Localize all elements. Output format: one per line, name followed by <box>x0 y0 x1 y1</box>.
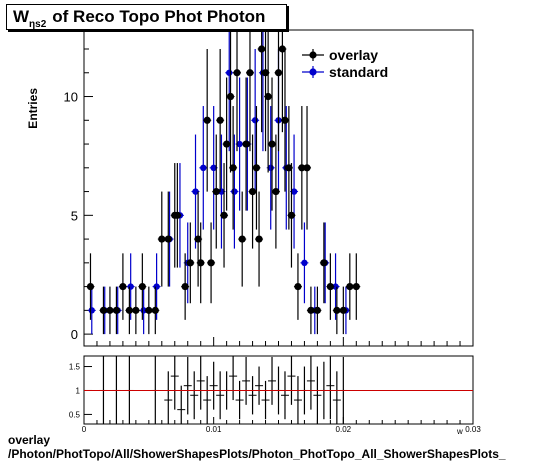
data-point <box>290 188 298 195</box>
data-point <box>200 164 207 172</box>
data-point <box>132 306 140 314</box>
data-point <box>339 306 347 314</box>
legend-label: overlay <box>329 47 378 63</box>
data-point <box>88 307 95 314</box>
data-point <box>112 306 121 314</box>
data-point <box>233 69 241 77</box>
y-tick-label: 5 <box>71 208 78 223</box>
data-point <box>173 211 181 219</box>
data-point <box>287 211 296 219</box>
data-point <box>294 283 302 291</box>
data-point <box>216 116 224 124</box>
data-point <box>320 259 328 267</box>
ratio-x-tick-label: 0.02 <box>336 425 352 434</box>
data-point <box>285 164 293 172</box>
data-point <box>207 259 215 267</box>
data-point <box>153 283 160 290</box>
data-point <box>298 164 306 172</box>
data-point <box>203 116 211 124</box>
data-point <box>333 306 341 314</box>
ratio-plot: 0.5 1 1.5 0 0.01 0.02 0.03 <box>69 356 481 434</box>
legend-marker <box>309 68 317 76</box>
data-point <box>223 140 231 148</box>
data-point <box>264 92 272 101</box>
data-point <box>119 283 127 291</box>
ratio-y-tick-label: 1.5 <box>69 363 81 372</box>
data-point <box>236 140 243 148</box>
data-point <box>301 259 308 267</box>
ratio-y-tick-label: 1 <box>76 386 81 395</box>
data-point <box>272 187 280 196</box>
data-point <box>212 187 220 196</box>
y-tick-label: 0 <box>71 327 78 342</box>
data-point <box>278 45 286 53</box>
title-subscript: ηs2 <box>29 19 47 30</box>
data-point <box>307 306 315 314</box>
data-point <box>226 69 233 76</box>
data-point <box>313 306 321 314</box>
data-point <box>86 283 95 291</box>
data-point <box>251 117 259 124</box>
data-point <box>281 116 289 124</box>
data-point <box>164 235 172 243</box>
data-point <box>192 188 199 195</box>
data-point <box>226 92 235 101</box>
data-point <box>274 69 283 77</box>
data-point <box>125 306 133 314</box>
data-point <box>261 69 270 77</box>
ratio-y-tick-label: 0.5 <box>69 410 81 419</box>
footer-line-2: /Photon/PhotTopo/All/ShowerShapesPlots/P… <box>8 447 506 461</box>
data-point <box>238 235 246 243</box>
plot-title: Wηs2 of Reco Topo Phot Photon <box>13 7 266 30</box>
data-point <box>231 188 238 195</box>
data-point <box>158 235 166 243</box>
data-point <box>99 306 108 314</box>
plot-title-box: Wηs2 of Reco Topo Phot Photon <box>6 4 287 30</box>
title-text: of Reco Topo Phot Photon <box>52 7 266 26</box>
main-plot: 0 5 10 <box>64 30 474 346</box>
data-point <box>268 140 276 148</box>
data-point <box>138 283 146 291</box>
y-tick-label: 10 <box>64 90 78 105</box>
data-point <box>151 306 159 314</box>
legend-marker <box>309 51 317 59</box>
data-point <box>303 164 311 172</box>
data-point <box>145 306 153 314</box>
data-point <box>229 164 237 172</box>
data-point <box>181 283 189 291</box>
footer-line-1: overlay <box>8 433 51 447</box>
x-axis-label-clipped: w <box>456 427 463 436</box>
data-point <box>106 306 114 314</box>
ratio-x-tick-label: 0 <box>82 425 87 434</box>
title-symbol: W <box>13 7 30 26</box>
data-point <box>242 140 250 148</box>
data-point <box>127 283 134 290</box>
data-point <box>210 164 217 172</box>
data-point <box>326 283 334 291</box>
data-point <box>252 164 261 172</box>
data-point <box>197 259 205 267</box>
data-point <box>255 235 263 243</box>
y-axis-label: Entries <box>26 88 40 129</box>
data-point <box>258 45 266 53</box>
data-point <box>246 69 254 77</box>
data-point <box>248 187 257 196</box>
data-point <box>220 211 228 219</box>
ratio-x-tick-label: 0.01 <box>206 425 222 434</box>
data-point <box>352 283 360 291</box>
data-point <box>194 235 202 243</box>
data-point <box>186 259 194 267</box>
ratio-x-tick-label: 0.03 <box>465 425 481 434</box>
data-point <box>346 283 354 291</box>
legend-label: standard <box>329 64 388 80</box>
